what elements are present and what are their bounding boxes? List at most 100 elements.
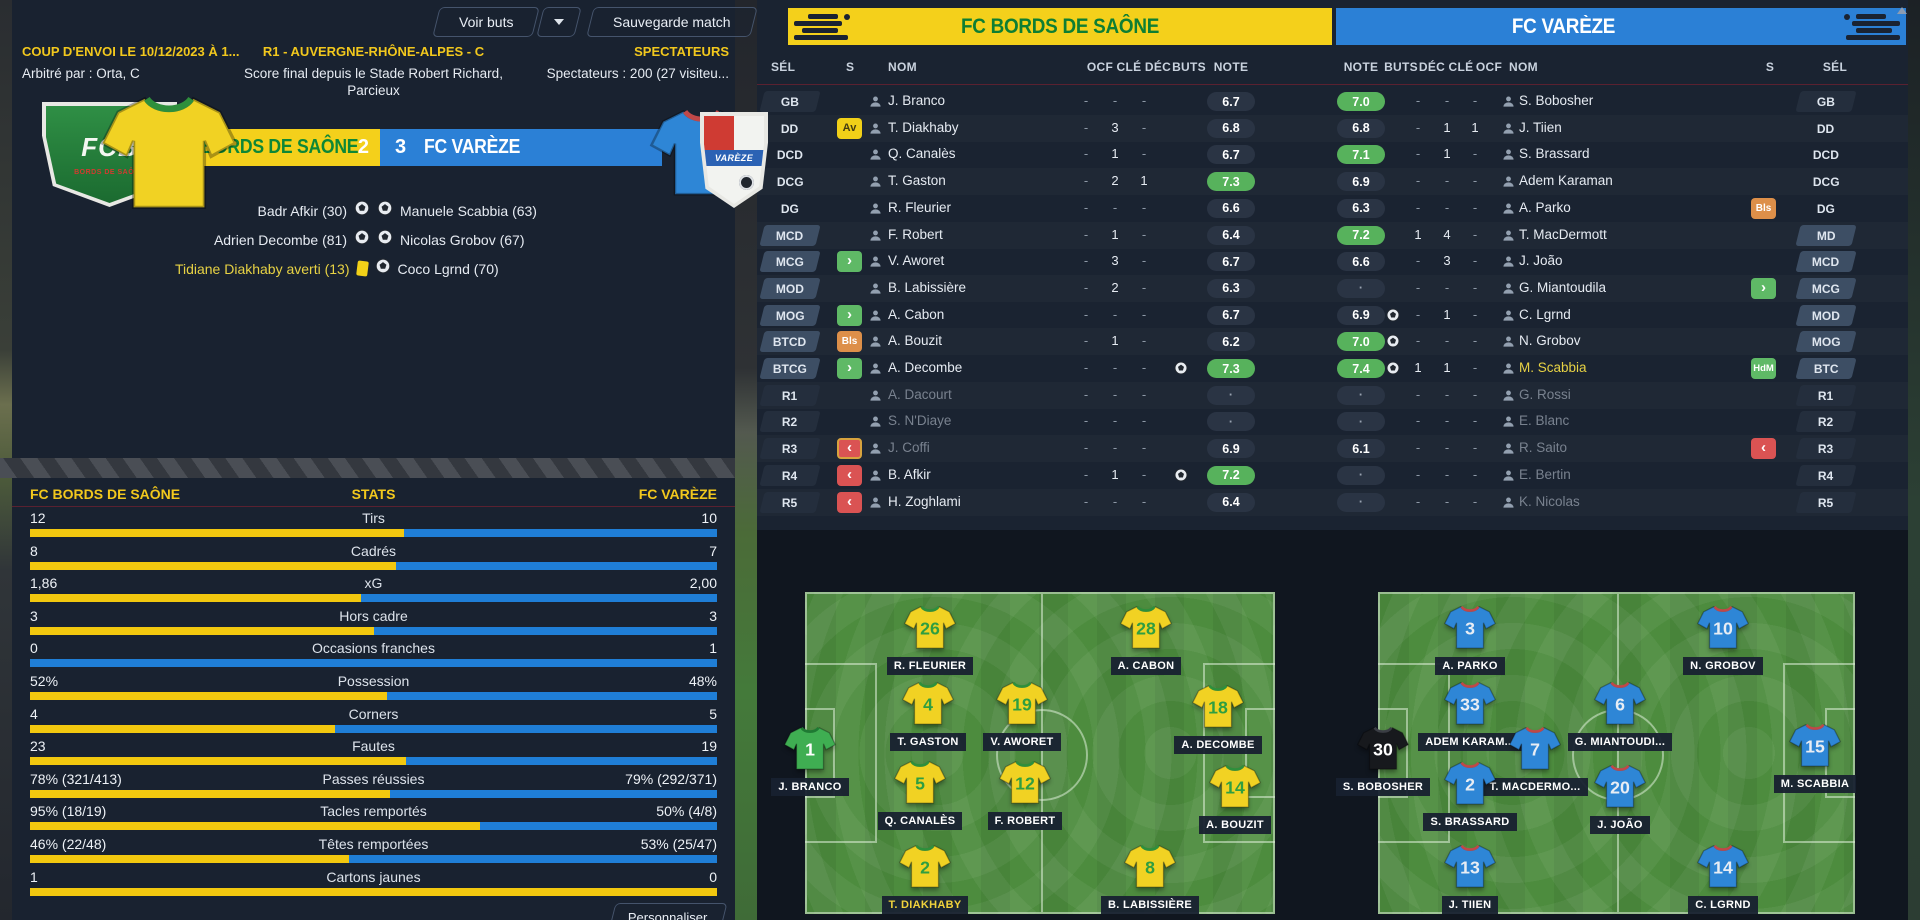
player-name: E. Blanc	[1519, 413, 1570, 429]
on-badge-icon: ›	[837, 304, 862, 326]
position-tag: GB	[1795, 91, 1857, 112]
stat-cell: -	[1083, 386, 1089, 402]
player-row[interactable]: DCD Q. Canalès - 1 - 6.7 DCD S. Brassard - 1 - 7.1	[757, 141, 1908, 168]
goal-ball-icon	[377, 200, 393, 216]
pitch-player[interactable]: 13 J. TIIEN	[1422, 842, 1518, 914]
player-icon	[869, 122, 882, 135]
pitch-player[interactable]: 20 J. JOÃO	[1572, 762, 1668, 834]
pitch-player[interactable]: 14 A. BOUZIT	[1187, 762, 1283, 834]
on-badge-icon: ›	[1751, 277, 1776, 299]
goal-ball-icon	[377, 229, 393, 250]
svg-text:26: 26	[920, 619, 940, 639]
pitch-player[interactable]: 18 A. DECOMBE	[1170, 682, 1266, 754]
stat-cell: -	[1141, 253, 1147, 269]
kit-shirt-icon: 2	[898, 844, 952, 888]
player-row[interactable]: R3 ‹ J. Coffi - - - 6.9 R3 ‹ R. Saito - - - 6.1	[757, 435, 1908, 462]
svg-text:18: 18	[1208, 698, 1228, 718]
player-row[interactable]: MOD B. Labissière - 2 - 6.3 MCG › G. Miantoudila…	[757, 275, 1908, 302]
player-row[interactable]: BTCD Bls A. Bouzit - 1 - 6.2 MOG N. Grobov - - - 7.0	[757, 328, 1908, 355]
voir-buts-button[interactable]: Voir buts	[432, 7, 540, 37]
scroll-up-icon[interactable]	[1897, 7, 1907, 14]
pitch-player[interactable]: 14 C. LGRND	[1675, 842, 1771, 914]
pitch-player[interactable]: 7 T. MACDERMO...	[1482, 724, 1588, 796]
player-row[interactable]: R5 ‹ H. Zoghlami - - - 6.4 R5 K. Nicolas - - - ·	[757, 489, 1908, 516]
rating-pill: 6.3	[1337, 198, 1385, 218]
stat-cell: -	[1112, 93, 1118, 108]
save-match-button[interactable]: Sauvegarde match	[586, 7, 758, 37]
player-row[interactable]: R4 ‹ B. Afkir - 1 - 7.2 R4 E. Bertin - - - ·	[757, 462, 1908, 489]
column-header: BUTS	[1384, 60, 1418, 74]
player-row[interactable]: GB J. Branco - - - 6.7 GB S. Bobosher - - - 7.0	[757, 88, 1908, 115]
position-tag: R4	[1795, 464, 1857, 486]
hdm-badge-icon: HdM	[1751, 358, 1776, 379]
kit-shirt-icon: 13	[1443, 842, 1497, 895]
kit-shirt-icon: 6	[1593, 679, 1647, 732]
player-icon	[1503, 256, 1514, 267]
player-icon	[869, 442, 882, 455]
rating-pill: 6.9	[1207, 439, 1255, 459]
player-icon	[1502, 95, 1515, 108]
yellow-card-icon	[355, 260, 369, 277]
player-icon	[1503, 336, 1514, 347]
offinj-badge-icon: ‹	[837, 438, 862, 460]
pitch-player[interactable]: 28 A. CABON	[1098, 603, 1194, 675]
stat-cell: 1	[1414, 226, 1422, 242]
stat-cell: -	[1083, 306, 1089, 322]
kit-shirt-icon: 7	[1508, 726, 1562, 770]
stat-cell: -	[1083, 413, 1089, 429]
stat-label: Hors cadre	[339, 607, 408, 624]
player-icon	[1502, 362, 1515, 375]
player-row[interactable]: R2 S. N'Diaye - - - · R2 E. Blanc - - - ·	[757, 408, 1908, 435]
pitch-player[interactable]: 12 F. ROBERT	[977, 758, 1073, 830]
stat-cell: -	[1112, 386, 1118, 402]
pitch-player[interactable]: 19 V. AWORET	[974, 679, 1070, 751]
kit-shirt-icon: 28	[1119, 605, 1173, 649]
stat-cell: -	[1444, 413, 1450, 429]
stat-cell: -	[1415, 146, 1421, 162]
player-icon	[870, 283, 881, 294]
customize-button[interactable]: Personnaliser	[608, 903, 728, 920]
player-row[interactable]: R1 A. Dacourt - - - · R1 G. Rossi - - - ·	[757, 382, 1908, 409]
pitch-player[interactable]: 15 M. SCABBIA	[1767, 721, 1863, 793]
pitch-player[interactable]: 2 S. BRASSARD	[1422, 759, 1518, 831]
rating-pill: 7.2	[1337, 225, 1385, 245]
away-score: 3	[395, 136, 407, 158]
player-row[interactable]: DG R. Fleurier - - - 6.6 DG Bls A. Parko - - - 6.3	[757, 195, 1908, 222]
position-tag: MD	[1795, 224, 1857, 246]
pitch-player[interactable]: 4 T. GASTON	[880, 679, 976, 751]
stat-cell: -	[1444, 386, 1450, 402]
pitch-player[interactable]: 6 G. MIANTOUDI...	[1567, 679, 1673, 751]
pitch-player[interactable]: 5 Q. CANALÈS	[872, 758, 968, 830]
kit-shirt-icon: 1	[783, 726, 837, 770]
pitch-player-label: T. MACDERMO...	[1482, 778, 1588, 796]
pitch-player[interactable]: 26 R. FLEURIER	[882, 603, 978, 675]
player-name: S. N'Diaye	[888, 413, 952, 429]
svg-text:20: 20	[1610, 778, 1630, 798]
player-icon	[870, 496, 881, 508]
voir-buts-dropdown-button[interactable]	[536, 7, 582, 37]
pitch-player[interactable]: 33 ADEM KARAM...	[1418, 679, 1522, 751]
player-row[interactable]: DCG T. Gaston - 2 1 7.3 DCG Adem Karaman - - - 6.9	[757, 168, 1908, 195]
pitch-player[interactable]: 30 S. BOBOSHER	[1335, 724, 1431, 796]
player-row[interactable]: MOG › A. Cabon - - - 6.7 MOD C. Lgrnd - 1 - 6.9	[757, 302, 1908, 329]
player-row[interactable]: MCG › V. Aworet - 3 - 6.7 MCD J. João - 3 - 6.6	[757, 248, 1908, 275]
pitch-player[interactable]: 1 J. BRANCO	[762, 724, 858, 796]
svg-text:12: 12	[1015, 774, 1035, 794]
player-row[interactable]: BTCG › A. Decombe - - - 7.3 BTC HdM M. Scabbia 1 1 -…	[757, 355, 1908, 382]
stat-row: 1 Cartons jaunes 0	[30, 869, 717, 902]
rating-pill: 7.3	[1207, 172, 1255, 192]
goal-ball-icon	[1386, 334, 1400, 348]
pitch-player[interactable]: 3 A. PARKO	[1422, 603, 1518, 675]
player-row[interactable]: DD Av T. Diakhaby - 3 - 6.8 DD J. Tiien - 1 1 6.8	[757, 115, 1908, 142]
svg-text:7: 7	[1530, 740, 1540, 760]
away-team-name: FC VARÈZE	[424, 136, 521, 158]
stat-row: 0 Occasions franches 1	[30, 640, 717, 673]
player-row[interactable]: MCD F. Robert - 1 - 6.4 MD T. MacDermott 1 4 - 7.2	[757, 222, 1908, 249]
stats-away-team: FC VARÈZE	[638, 486, 717, 502]
pitch-player[interactable]: 2 T. DIAKHABY	[877, 842, 973, 914]
pitch-player[interactable]: 10 N. GROBOV	[1675, 603, 1771, 675]
stat-cell: 1	[1471, 119, 1479, 135]
stat-home-value: 46% (22/48)	[30, 836, 107, 852]
rating-pill: ·	[1337, 492, 1385, 512]
pitch-player[interactable]: 8 B. LABISSIÈRE	[1101, 842, 1199, 914]
